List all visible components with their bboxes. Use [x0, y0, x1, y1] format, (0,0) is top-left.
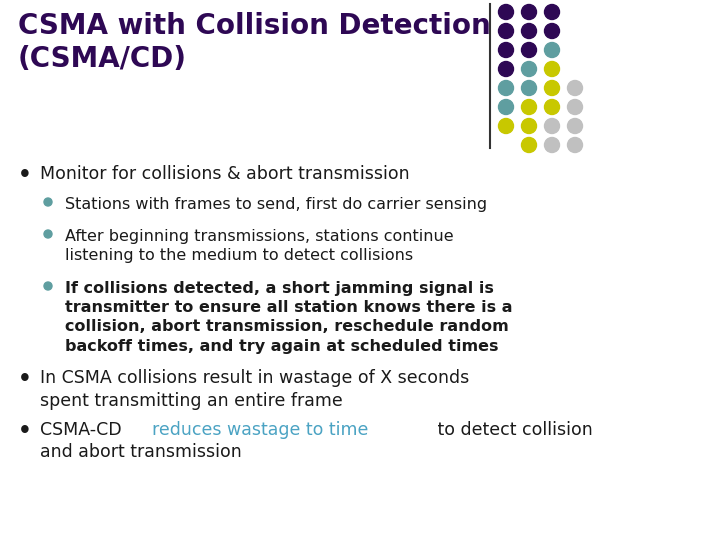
Circle shape — [498, 62, 513, 77]
Circle shape — [498, 4, 513, 19]
Circle shape — [521, 62, 536, 77]
Circle shape — [44, 282, 52, 290]
Circle shape — [544, 118, 559, 133]
Text: •: • — [18, 421, 32, 441]
Circle shape — [544, 4, 559, 19]
Circle shape — [521, 4, 536, 19]
Circle shape — [498, 43, 513, 57]
Circle shape — [567, 118, 582, 133]
Text: After beginning transmissions, stations continue
listening to the medium to dete: After beginning transmissions, stations … — [65, 229, 454, 263]
Circle shape — [521, 24, 536, 38]
Text: If collisions detected, a short jamming signal is
transmitter to ensure all stat: If collisions detected, a short jamming … — [65, 281, 513, 354]
Circle shape — [567, 138, 582, 152]
Circle shape — [521, 43, 536, 57]
Circle shape — [498, 118, 513, 133]
Circle shape — [498, 99, 513, 114]
Circle shape — [544, 138, 559, 152]
Circle shape — [544, 99, 559, 114]
Circle shape — [498, 80, 513, 96]
Circle shape — [544, 80, 559, 96]
Text: Monitor for collisions & abort transmission: Monitor for collisions & abort transmiss… — [40, 165, 410, 183]
Circle shape — [544, 62, 559, 77]
Text: reduces wastage to time: reduces wastage to time — [153, 421, 369, 439]
Text: In CSMA collisions result in wastage of X seconds
spent transmitting an entire f: In CSMA collisions result in wastage of … — [40, 369, 469, 410]
Circle shape — [521, 138, 536, 152]
Text: •: • — [18, 165, 32, 185]
Text: •: • — [18, 369, 32, 389]
Text: Stations with frames to send, first do carrier sensing: Stations with frames to send, first do c… — [65, 197, 487, 212]
Circle shape — [44, 198, 52, 206]
Text: CSMA with Collision Detection
(CSMA/CD): CSMA with Collision Detection (CSMA/CD) — [18, 12, 491, 73]
Circle shape — [521, 99, 536, 114]
Circle shape — [544, 43, 559, 57]
Circle shape — [544, 24, 559, 38]
Circle shape — [567, 99, 582, 114]
Circle shape — [521, 118, 536, 133]
Circle shape — [498, 24, 513, 38]
Text: and abort transmission: and abort transmission — [40, 443, 242, 461]
Circle shape — [44, 230, 52, 238]
Circle shape — [567, 80, 582, 96]
Text: CSMA-CD: CSMA-CD — [40, 421, 127, 439]
Text: to detect collision: to detect collision — [431, 421, 593, 439]
Circle shape — [521, 80, 536, 96]
